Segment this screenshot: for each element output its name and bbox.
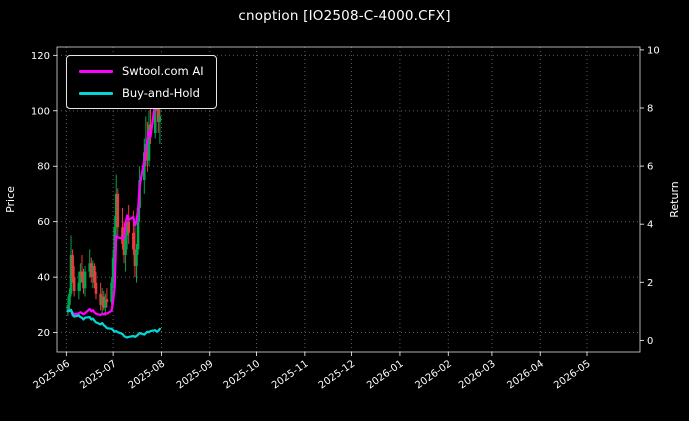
candle-body [88,263,92,272]
candle-body [69,254,73,294]
date-tick-label: 2025-08 [127,358,168,391]
date-tick-label: 2025-09 [175,358,216,391]
candle-body [136,207,140,250]
return-tick-label: 4 [647,220,653,231]
y-axis-label-price: Price [4,186,17,213]
chart-title: cnoption [IO2508-C-4000.CFX] [238,8,451,24]
candle-body [157,99,160,122]
candle-body [77,282,81,291]
candle-body [146,144,149,161]
candle-body [104,299,107,308]
return-tick-label: 10 [647,45,660,56]
candle-body [83,271,87,289]
candle-body [133,249,137,267]
candle-body [99,293,102,305]
candle-body [71,254,74,278]
y-axis-label-return: Return [668,181,681,218]
candle-body [102,296,106,308]
candle-body [122,243,126,255]
candle-body [68,293,71,305]
candle-body [158,116,162,122]
candle-body [72,277,76,291]
date-tick-label: 2025-12 [317,358,358,391]
candle-body [79,271,82,283]
candle-body [66,304,70,311]
candle-body [132,232,135,250]
legend-item-buy-and-hold: Buy-and-Hold [79,86,204,100]
return-tick-label: 2 [647,278,653,289]
buy-and-hold-line-swatch [79,91,113,95]
candle-body [94,282,98,294]
date-tick-label: 2026-03 [457,358,498,391]
price-tick-label: 100 [31,106,50,117]
price-tick-label: 120 [31,51,50,62]
date-tick-label: 2026-01 [365,358,406,391]
candle-body [121,227,124,244]
grid-lines [57,47,640,352]
candle-body [153,88,157,133]
candle-body [110,282,113,303]
legend-label-buy-and-hold: Buy-and-Hold [122,86,200,100]
candle-body [147,124,151,161]
candle-body [113,227,116,258]
date-tick-label: 2025-10 [222,358,263,391]
candle-body [116,193,120,228]
date-tick-label: 2025-07 [78,358,119,391]
price-tick-label: 80 [37,162,50,173]
candle-body [135,249,138,267]
candle-body [91,266,95,278]
candle-body [82,277,85,289]
date-tick-label: 2026-02 [413,358,454,391]
series-line-1 [66,308,161,339]
plot-border [56,46,641,353]
date-tick-label: 2026-05 [552,358,593,391]
legend: Swtool.com AI Buy-and-Hold [66,55,217,109]
axis-ticks [53,49,644,356]
return-tick-label: 8 [647,104,653,115]
date-tick-label: 2026-04 [505,358,546,391]
candle-body [111,257,115,283]
candle-body [93,266,96,283]
candle-body [114,193,118,228]
candle-body [124,235,127,255]
candle-body [89,263,93,278]
candle-body [105,299,109,303]
series-line-0 [66,69,161,317]
date-tick-label: 2025-06 [32,358,73,391]
candle-body [127,221,131,233]
legend-label-ai: Swtool.com AI [122,64,204,78]
return-tick-label: 6 [647,162,653,173]
ai-line-swatch [79,69,113,73]
price-tick-label: 40 [37,273,50,284]
legend-item-ai: Swtool.com AI [79,64,204,78]
price-tick-label: 60 [37,217,50,228]
date-tick-label: 2025-11 [270,358,311,391]
price-tick-label: 20 [37,328,50,339]
return-tick-label: 0 [647,336,653,347]
candle-body [100,296,104,305]
candle-body [125,221,129,236]
candle-body [80,271,84,278]
